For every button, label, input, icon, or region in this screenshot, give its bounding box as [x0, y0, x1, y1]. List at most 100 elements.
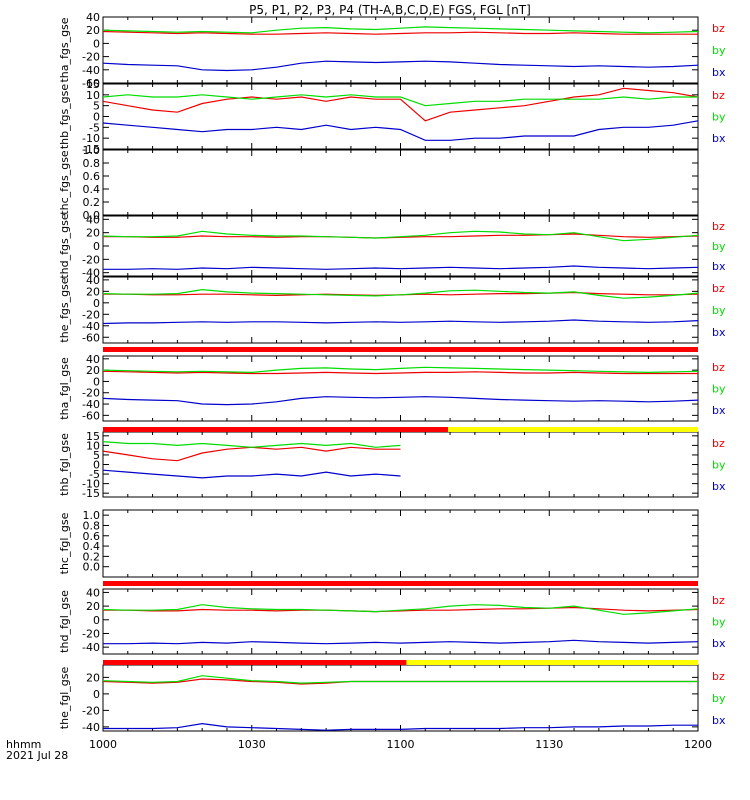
y-tick-label: 0 — [93, 297, 100, 310]
legend-bx: bx — [712, 480, 726, 493]
series-line-by — [102, 675, 698, 684]
y-axis-label: tha_fgl_gse — [58, 357, 71, 420]
legend-by: by — [712, 616, 726, 629]
date-label: 2021 Jul 28 — [6, 749, 68, 762]
legend-bz: bz — [712, 89, 725, 102]
panel-frame — [102, 588, 699, 655]
y-tick-label: 0.6 — [83, 170, 101, 183]
y-axis-label: thb_fgl_gse — [58, 433, 71, 496]
panel-frame — [102, 83, 699, 150]
y-tick-label: 0 — [93, 111, 100, 124]
panel-10: 20 0 -20 -40 the_fgl_gse bz by bx — [58, 664, 726, 734]
y-tick-label: 40 — [86, 11, 100, 24]
y-tick-label: 1.0 — [83, 509, 101, 522]
legend-bz: bz — [712, 594, 725, 607]
series-line-by — [102, 441, 401, 448]
legend-bz: bz — [712, 670, 725, 683]
panel-8: 1.00.80.60.40.20.0 thc_fgl_gse — [58, 509, 699, 578]
series-line-bz — [103, 233, 699, 239]
legend-bz: bz — [712, 437, 725, 450]
series-line-bx — [102, 319, 699, 325]
x-tick-label: 1130 — [535, 738, 563, 751]
legend-bz: bz — [712, 220, 725, 233]
y-tick-label: -15 — [82, 143, 100, 156]
panel-frame — [102, 509, 699, 578]
series-line-bz — [102, 446, 401, 462]
y-axis-label: the_fgs_gse — [58, 277, 71, 342]
y-axis-label: the_fgl_gse — [58, 667, 71, 730]
y-tick-label: 0.0 — [83, 561, 101, 574]
y-tick-label: 15 — [86, 78, 100, 91]
x-tick-label: 1000 — [89, 738, 117, 751]
legend-by: by — [712, 304, 726, 317]
legend-bx: bx — [712, 714, 726, 727]
y-tick-label: -40 — [82, 641, 100, 654]
legend-bx: bx — [712, 66, 726, 79]
x-axis: 1000 1030 1100 1130 1200 — [89, 738, 712, 751]
series-line-bx — [102, 120, 699, 141]
panel-frame — [102, 664, 699, 732]
status-bar-segment — [103, 660, 407, 665]
y-tick-label: 5 — [93, 100, 100, 113]
series-line-bz — [102, 370, 698, 375]
y-tick-label: 5 — [93, 449, 100, 462]
legend-bx: bx — [712, 404, 726, 417]
y-tick-label: -20 — [82, 51, 100, 64]
status-bar-segment — [406, 660, 698, 665]
status-bar-segment — [103, 427, 449, 432]
status-bar-segment — [103, 581, 698, 586]
y-tick-label: 0 — [93, 459, 100, 472]
legend-by: by — [712, 692, 726, 705]
status-bar-segment — [448, 427, 698, 432]
y-tick-label: 0 — [93, 614, 100, 627]
y-tick-label: 10 — [86, 89, 100, 102]
status-bars-group — [103, 347, 698, 665]
series-line-by — [102, 366, 699, 374]
y-tick-label: -60 — [82, 77, 100, 90]
y-tick-label: -40 — [82, 64, 100, 77]
series-line-bx — [103, 722, 698, 731]
y-axis-label: tha_fgs_gse — [58, 17, 71, 82]
series-line-by — [102, 26, 699, 34]
figure-title: P5, P1, P2, P3, P4 (TH-A,B,C,D,E) FGS, F… — [249, 3, 531, 17]
series-line-bx — [103, 265, 699, 270]
y-axis-label: thd_fgs_gse — [58, 213, 71, 279]
y-tick-label: -20 — [82, 387, 100, 400]
legend-by: by — [712, 459, 726, 472]
x-unit-label: hhmm — [6, 738, 41, 751]
y-tick-label: 15 — [86, 430, 100, 443]
series-line-by — [102, 604, 699, 615]
y-tick-label: -20 — [82, 627, 100, 640]
panel-frame — [102, 355, 699, 422]
panel-frame — [102, 276, 699, 344]
x-tick-label: 1030 — [238, 738, 266, 751]
panel-frame — [102, 149, 699, 216]
y-tick-label: 10 — [86, 439, 100, 452]
series-line-bx — [102, 60, 699, 72]
y-axis-label: thd_fgl_gse — [58, 590, 71, 653]
y-tick-label: 1.0 — [83, 144, 101, 157]
y-tick-label: -15 — [82, 487, 100, 500]
y-tick-label: 40 — [86, 274, 100, 287]
y-tick-label: -5 — [89, 468, 100, 481]
legend-by: by — [712, 383, 726, 396]
legend-by: by — [712, 44, 726, 57]
y-tick-label: 0.8 — [83, 519, 101, 532]
legend-by: by — [712, 111, 726, 124]
series-line-bx — [103, 639, 699, 645]
y-tick-label: 20 — [86, 285, 100, 298]
legend-bx: bx — [712, 260, 726, 273]
series-line-by — [102, 288, 699, 299]
series-line-bz — [103, 606, 699, 613]
panel-3: 1.00.80.60.40.20.0 thc_fgs_gse — [58, 144, 699, 222]
y-tick-label: 0 — [93, 375, 100, 388]
y-tick-label: -5 — [89, 121, 100, 134]
